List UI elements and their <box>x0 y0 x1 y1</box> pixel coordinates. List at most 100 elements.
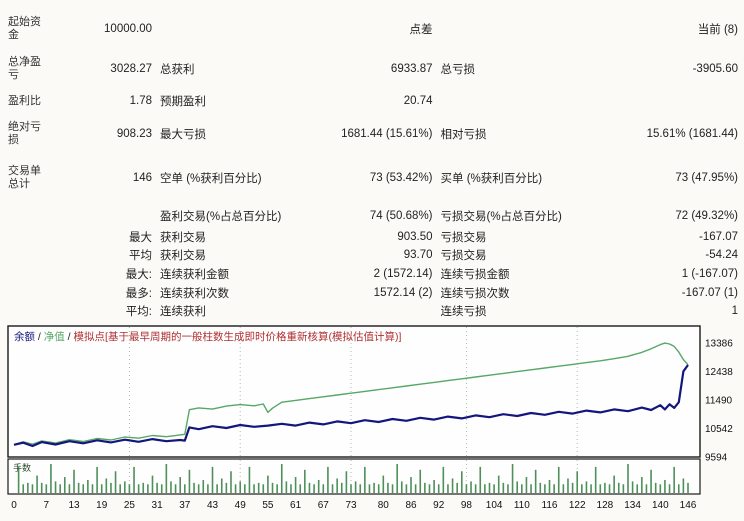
lots-bar <box>419 469 422 493</box>
lots-bar <box>142 482 145 493</box>
lots-bar <box>225 482 228 493</box>
lots-bar <box>110 482 112 493</box>
lots-bar <box>460 471 463 493</box>
stat-value: 平均: <box>125 306 152 318</box>
lots-bar <box>17 466 20 493</box>
lots-bar <box>410 477 412 493</box>
lots-bar <box>207 484 209 493</box>
x-tick-label: 128 <box>597 500 614 511</box>
lots-bar <box>502 482 505 493</box>
report-row: 总净盈亏 3028.27 总获利 6933.87 总亏损 -3905.60 <box>8 52 738 86</box>
stat-label: 连续获利次数 <box>160 288 229 300</box>
lots-bar <box>322 484 325 493</box>
report-row: 绝对亏损 908.23 最大亏损 1681.44 (15.61%) 相对亏损 15.61%… <box>8 116 738 152</box>
stat-label: 获利交易 <box>160 250 206 262</box>
lots-bar <box>239 481 242 493</box>
lots-bar <box>594 466 597 493</box>
lots-bar <box>428 484 431 493</box>
y-tick-label: 11490 <box>705 396 733 407</box>
lots-bar <box>650 469 652 493</box>
lots-bar <box>405 484 408 493</box>
lots-bar <box>548 479 551 493</box>
lots-bar <box>511 464 514 493</box>
lots-bar <box>682 478 685 493</box>
lots-bar <box>350 484 352 493</box>
x-tick-label: 92 <box>433 500 445 511</box>
lots-bar <box>313 484 315 493</box>
stat-value: 点差 <box>409 24 433 36</box>
lots-bar <box>673 466 675 493</box>
lots-bar <box>654 482 657 493</box>
lots-bar <box>479 466 482 493</box>
stat-value: 908.23 <box>116 128 152 140</box>
lots-bar <box>599 484 602 493</box>
lots-bar <box>174 484 177 493</box>
chart-main-panel <box>7 325 701 458</box>
lots-bar <box>400 481 403 493</box>
lots-bar <box>331 484 334 493</box>
lots-bar <box>465 484 468 493</box>
lots-bar <box>525 477 528 493</box>
lots-bar <box>27 482 29 493</box>
chart-legend: 余额 / 净值 / 模拟点[基于最早周期的一般柱数生成即时价格重新核算(模拟估值… <box>14 329 401 344</box>
lots-bar <box>414 484 417 493</box>
stat-label: 连续亏损金额 <box>440 269 510 281</box>
lots-bar <box>364 466 366 493</box>
x-tick-label: 116 <box>542 500 558 511</box>
x-tick-label: 0 <box>11 500 17 511</box>
lots-bar <box>54 481 57 493</box>
stat-label: 买单 (%获利百分比) <box>440 173 543 185</box>
lots-panel-label: 手数 <box>13 463 32 473</box>
lots-bar <box>280 464 283 493</box>
lots-bar <box>497 475 500 493</box>
stat-value: 6933.87 <box>390 63 433 75</box>
lots-bar <box>211 466 214 493</box>
lots-bar <box>539 482 542 493</box>
lots-bar <box>82 484 85 493</box>
y-tick-label: 12438 <box>705 367 733 378</box>
stat-label: 盈利比 <box>8 94 41 107</box>
x-tick-label: 49 <box>235 500 247 511</box>
lots-bar <box>257 482 260 493</box>
lots-bar <box>317 479 320 493</box>
lots-bar <box>387 482 389 493</box>
lots-bar <box>359 484 362 493</box>
x-tick-label: 31 <box>152 500 164 511</box>
x-tick-label: 13 <box>68 500 80 511</box>
lots-bar <box>68 484 71 493</box>
lots-bar <box>294 477 297 493</box>
lots-bar <box>470 481 472 493</box>
lots-bar <box>354 481 357 493</box>
stat-value: 1 (-167.07) <box>681 268 738 280</box>
equity-line <box>13 342 689 446</box>
lots-bar <box>604 482 606 493</box>
lots-bar <box>677 484 680 493</box>
report-row: 盈利交易(%占总百分比) 74 (50.68%) 亏损交易(%占总百分比) 72 (4… <box>8 204 738 228</box>
lots-bar <box>645 484 648 493</box>
lots-bar <box>636 484 639 493</box>
lots-bar <box>345 471 348 493</box>
report-row: 起始资金 10000.00 点差 当前 (8) <box>8 6 738 52</box>
lots-bar <box>516 481 518 493</box>
lots-bar <box>377 484 380 493</box>
x-tick-label: 73 <box>345 500 357 511</box>
lots-bar <box>567 478 569 493</box>
stat-value: -167.07 (1) <box>681 287 738 299</box>
x-tick-label: 61 <box>290 500 302 511</box>
y-tick-label: 10542 <box>705 424 733 435</box>
lots-bar <box>474 484 477 493</box>
stat-value: 72 (49.32%) <box>675 210 738 222</box>
stat-value: 最多: <box>125 288 152 300</box>
x-tick-label: 19 <box>96 500 108 511</box>
stat-value: 最大: <box>125 269 152 281</box>
lots-bar <box>216 484 218 493</box>
stat-value: -167.07 <box>698 231 738 243</box>
stat-label: 连续获利 <box>160 306 206 318</box>
lots-bar <box>290 484 292 493</box>
lots-bar <box>521 484 523 493</box>
chart-model-note: 模拟点[基于最早周期的一般柱数生成即时价格重新核算(模拟估值计算)] <box>73 331 402 343</box>
lots-bar <box>36 475 38 493</box>
lots-bar <box>507 484 509 493</box>
lots-bar <box>327 466 329 493</box>
lots-bar <box>202 479 205 493</box>
